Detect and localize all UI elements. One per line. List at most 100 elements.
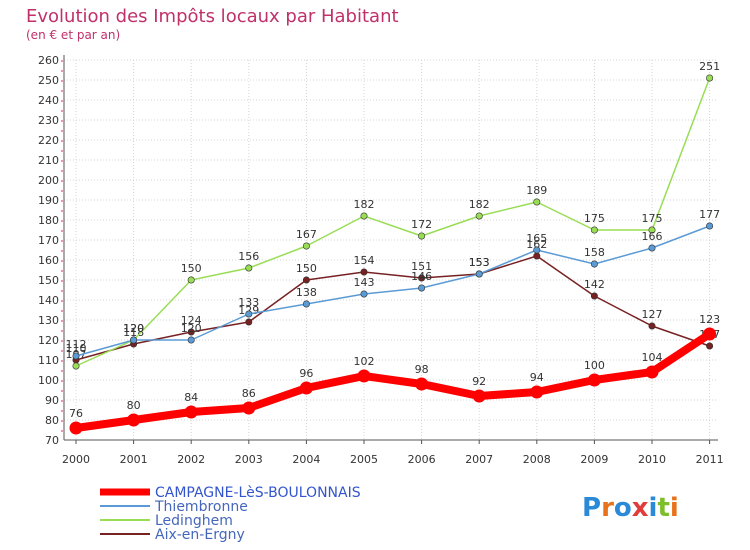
legend-label: CAMPAGNE-LèS-BOULONNAIS (155, 485, 361, 501)
y-tick-label: 180 (38, 214, 59, 227)
series-line (75, 255, 711, 361)
x-tick-label: 2002 (177, 453, 205, 466)
chart-title: Evolution des Impôts locaux par Habitant (26, 6, 399, 27)
data-label: 142 (584, 278, 605, 291)
series-campagne-l-s-boulonnais: 76 80 84 86 96 102 98 92 94 100 104 123 (69, 313, 720, 435)
data-point (703, 327, 717, 341)
data-label: 94 (530, 371, 544, 384)
data-label: 177 (699, 208, 720, 221)
data-label: 154 (354, 254, 375, 267)
x-tick-label: 2000 (62, 453, 90, 466)
y-tick-label: 260 (38, 54, 59, 67)
data-label: 150 (296, 262, 317, 275)
series-line (75, 225, 711, 357)
data-label: 127 (642, 308, 663, 321)
y-tick-label: 90 (45, 394, 59, 407)
data-point (472, 389, 486, 403)
x-tick-label: 2001 (120, 453, 148, 466)
x-tick-label: 2003 (235, 453, 263, 466)
data-label: 162 (526, 238, 547, 251)
data-point (590, 292, 598, 300)
data-label: 189 (526, 184, 547, 197)
data-label: 120 (123, 322, 144, 335)
data-label: 124 (181, 314, 202, 327)
legend: CAMPAGNE-LèS-BOULONNAISThiembronneLeding… (100, 485, 361, 543)
data-point (360, 290, 368, 298)
y-tick-label: 120 (38, 334, 59, 347)
data-label: 104 (642, 351, 663, 364)
data-point (418, 274, 426, 282)
data-label: 251 (699, 60, 720, 73)
data-label: 175 (584, 212, 605, 225)
data-label: 133 (238, 296, 259, 309)
data-label: 80 (127, 399, 141, 412)
data-label: 96 (299, 367, 313, 380)
data-label: 172 (411, 218, 432, 231)
data-label: 153 (469, 256, 490, 269)
data-point (533, 246, 541, 254)
data-label: 84 (184, 391, 198, 404)
data-point (245, 264, 253, 272)
y-tick-label: 70 (45, 434, 59, 447)
series: 1101181241291501541511531621421271171071… (66, 60, 720, 435)
y-tick-label: 150 (38, 274, 59, 287)
data-point (130, 336, 138, 344)
series-line (75, 77, 711, 367)
data-label: 143 (354, 276, 375, 289)
data-point (360, 268, 368, 276)
data-point (418, 232, 426, 240)
proxiti-logo: Proxiti (582, 493, 679, 523)
data-point (187, 276, 195, 284)
data-point (648, 226, 656, 234)
data-point (187, 336, 195, 344)
chart-subtitle: (en € et par an) (26, 28, 120, 42)
y-tick-label: 100 (38, 374, 59, 387)
legend-label: Ledinghem (155, 513, 233, 529)
data-label: 138 (296, 286, 317, 299)
data-point (706, 342, 714, 350)
data-point (645, 365, 659, 379)
data-point (706, 222, 714, 230)
data-point (475, 212, 483, 220)
data-label: 98 (415, 363, 429, 376)
legend-label: Aix-en-Ergny (155, 527, 245, 543)
data-label: 166 (642, 230, 663, 243)
y-tick-label: 200 (38, 174, 59, 187)
data-point (302, 242, 310, 250)
proxiti-logo-text: Proxiti (582, 493, 679, 523)
data-label: 118 (123, 326, 144, 339)
data-point (245, 310, 253, 318)
data-point (648, 322, 656, 330)
data-label: 102 (354, 355, 375, 368)
data-label: 182 (354, 198, 375, 211)
data-label: 153 (469, 256, 490, 269)
data-point (590, 226, 598, 234)
y-tick-label: 170 (38, 234, 59, 247)
y-tick-label: 80 (45, 414, 59, 427)
data-label: 112 (66, 338, 87, 351)
x-tick-label: 2010 (638, 453, 666, 466)
data-point (187, 328, 195, 336)
data-point (127, 413, 141, 427)
data-label: 120 (123, 322, 144, 335)
data-point (706, 74, 714, 82)
data-point (530, 385, 544, 399)
y-tick-label: 220 (38, 134, 59, 147)
data-label: 167 (296, 228, 317, 241)
y-tick-label: 250 (38, 74, 59, 87)
data-point (415, 377, 429, 391)
x-tick-label: 2009 (580, 453, 608, 466)
data-label: 76 (69, 407, 83, 420)
data-label: 175 (642, 212, 663, 225)
series-line (72, 330, 714, 432)
data-point (533, 252, 541, 260)
x-tick-label: 2005 (350, 453, 378, 466)
data-label: 150 (181, 262, 202, 275)
data-label: 156 (238, 250, 259, 263)
x-tick-label: 2004 (292, 453, 320, 466)
data-point (302, 300, 310, 308)
y-tick-label: 110 (38, 354, 59, 367)
data-point (72, 362, 80, 370)
